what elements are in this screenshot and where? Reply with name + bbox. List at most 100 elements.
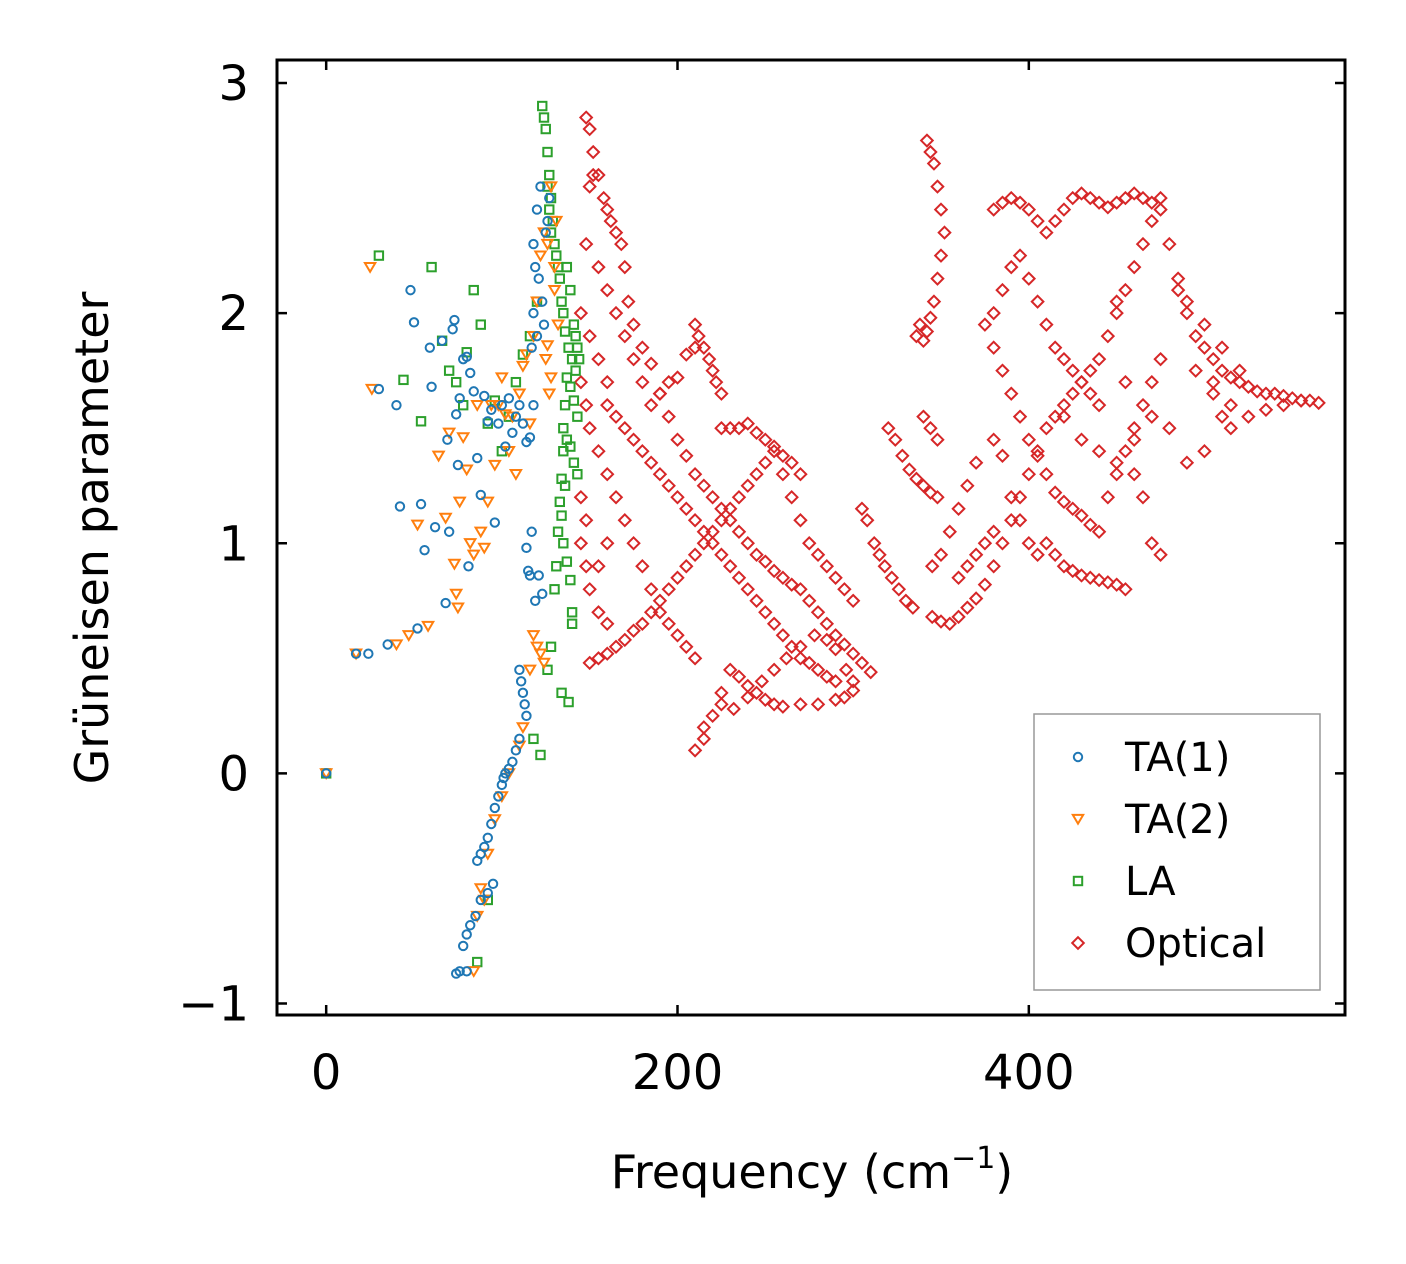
data-point: [986, 559, 1001, 574]
data-point: [1276, 397, 1291, 413]
data-point: [573, 490, 589, 505]
data-point: [670, 570, 685, 585]
data-point: [382, 639, 393, 650]
data-point: [475, 894, 486, 906]
data-point: [1206, 351, 1221, 367]
data-point: [995, 363, 1010, 378]
data-point: [784, 490, 799, 505]
data-point: [810, 547, 826, 562]
data-point: [731, 490, 747, 505]
data-point: [635, 340, 650, 355]
data-point: [837, 582, 852, 597]
data-point: [591, 167, 606, 183]
data-point: [459, 464, 474, 477]
data-point: [942, 616, 957, 632]
data-point: [531, 330, 543, 342]
data-point: [1214, 340, 1230, 355]
data-point: [923, 485, 938, 500]
data-point: [758, 692, 773, 707]
data-point: [722, 559, 738, 574]
data-point: [635, 374, 650, 390]
data-point: [600, 467, 615, 482]
data-point: [572, 469, 583, 480]
legend-marker: [1072, 875, 1084, 887]
data-point: [1021, 536, 1037, 551]
data-point: [1214, 409, 1230, 424]
data-point: [449, 314, 460, 326]
data-point: [1091, 195, 1107, 210]
data-point: [503, 393, 515, 404]
data-point: [1030, 443, 1045, 459]
data-point: [486, 818, 497, 830]
data-point: [930, 179, 945, 194]
data-point: [486, 404, 497, 415]
x-tick-label: 400: [983, 1045, 1075, 1101]
data-point: [452, 496, 467, 509]
data-point: [670, 432, 685, 447]
data-point: [1021, 432, 1037, 447]
data-point: [519, 699, 530, 710]
data-point: [582, 655, 597, 671]
data-point: [766, 616, 782, 632]
data-point: [909, 328, 924, 344]
data-point: [468, 386, 479, 397]
data-point: [544, 192, 555, 204]
data-point: [514, 399, 525, 411]
data-point: [902, 462, 917, 477]
data-point: [1144, 409, 1159, 424]
data-point: [472, 452, 483, 464]
data-point: [1118, 282, 1133, 298]
data-point: [1091, 572, 1107, 588]
data-point: [1126, 432, 1142, 447]
data-point: [1030, 547, 1045, 562]
data-point: [573, 305, 589, 321]
data-point: [578, 559, 594, 574]
data-point: [807, 628, 822, 643]
x-axis-label-superscript: −1: [951, 1141, 995, 1176]
data-point: [1179, 294, 1195, 309]
y-tick-label: 3: [218, 56, 249, 112]
data-point: [1197, 443, 1212, 459]
series-ta-1-: [320, 181, 555, 979]
data-point: [542, 146, 553, 158]
data-point: [578, 236, 594, 252]
data-point: [643, 455, 659, 470]
data-point: [635, 616, 650, 632]
data-point: [731, 420, 747, 436]
data-point: [391, 399, 402, 411]
data-point: [537, 588, 548, 600]
data-point: [652, 467, 668, 482]
data-point: [450, 968, 462, 979]
data-point: [535, 181, 546, 192]
data-point: [565, 441, 576, 452]
data-point: [582, 582, 597, 597]
data-point: [775, 570, 791, 585]
axis-ticks: 0 200 400 −1 0 1 2 3: [178, 56, 1345, 1101]
data-point: [617, 259, 633, 275]
y-tick-label: 2: [218, 286, 249, 342]
data-point: [491, 400, 506, 412]
data-point: [465, 367, 476, 379]
data-point: [540, 123, 551, 135]
data-point: [749, 593, 764, 608]
data-point: [603, 213, 618, 229]
legend: TA(1) TA(2) LA Optical: [1033, 713, 1321, 991]
data-point: [986, 524, 1001, 539]
data-point: [1004, 490, 1019, 505]
data-point: [566, 353, 578, 365]
data-point: [661, 409, 676, 424]
data-point: [845, 593, 861, 608]
y-tick-label: 1: [218, 516, 249, 572]
data-point: [373, 383, 385, 395]
data-point: [466, 549, 481, 562]
data-point: [837, 637, 852, 652]
data-point: [454, 393, 465, 404]
data-point: [784, 639, 799, 655]
data-point: [810, 662, 826, 678]
data-point: [635, 559, 650, 574]
data-point: [489, 517, 501, 528]
data-point: [872, 547, 887, 562]
data-point: [1091, 397, 1107, 413]
data-point: [1021, 271, 1037, 286]
